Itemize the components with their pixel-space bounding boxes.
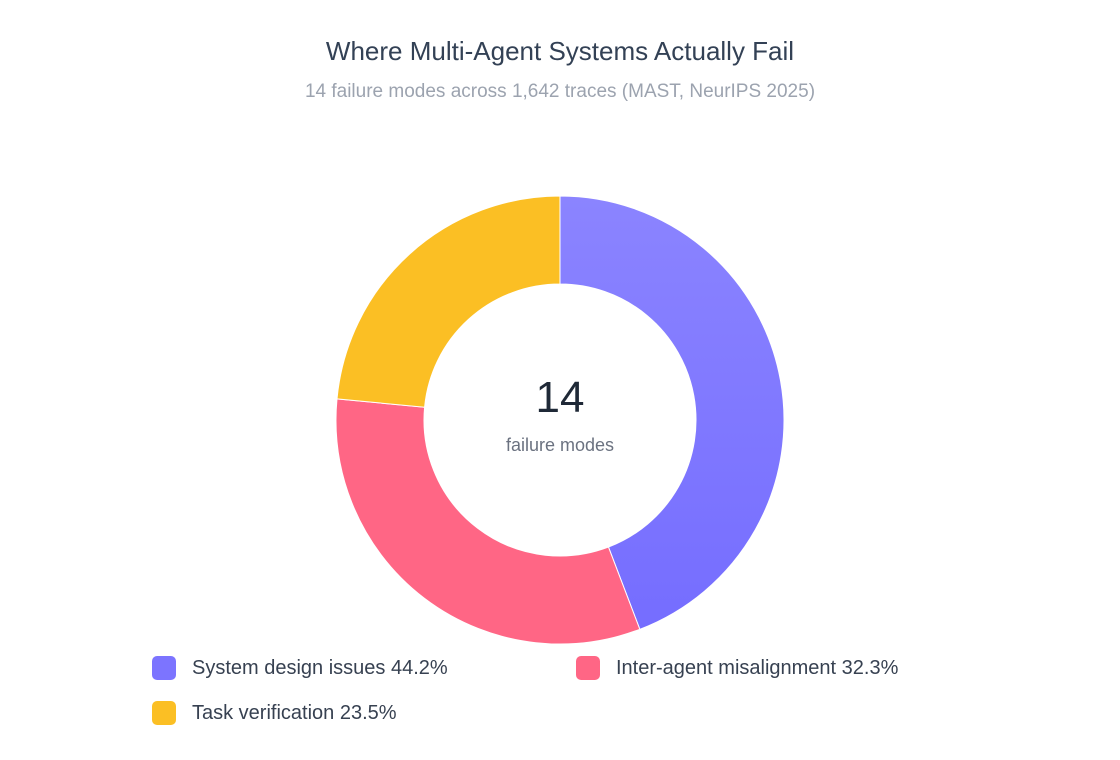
legend-swatch-inter-agent bbox=[576, 656, 600, 680]
legend-item-task-verification[interactable]: Task verification 23.5% bbox=[152, 699, 397, 727]
chart-title: Where Multi-Agent Systems Actually Fail bbox=[325, 36, 795, 66]
slice-task-verification[interactable] bbox=[336, 195, 561, 408]
slice-system-design[interactable] bbox=[559, 195, 785, 630]
slice-inter-agent[interactable] bbox=[335, 398, 641, 645]
legend-item-system-design[interactable]: System design issues 44.2% bbox=[152, 654, 448, 682]
center-label: failure modes bbox=[506, 435, 614, 455]
legend-swatch-task-verification bbox=[152, 701, 176, 725]
legend-label-task-verification: Task verification 23.5% bbox=[192, 701, 397, 724]
legend-label-system-design: System design issues 44.2% bbox=[192, 656, 448, 679]
legend-label-inter-agent: Inter-agent misalignment 32.3% bbox=[616, 656, 899, 679]
donut-slices bbox=[335, 195, 785, 645]
legend-item-inter-agent[interactable]: Inter-agent misalignment 32.3% bbox=[576, 654, 898, 682]
legend-swatch-system-design bbox=[152, 656, 176, 680]
center-value: 14 bbox=[536, 373, 585, 422]
chart-subtitle: 14 failure modes across 1,642 traces (MA… bbox=[304, 81, 816, 102]
